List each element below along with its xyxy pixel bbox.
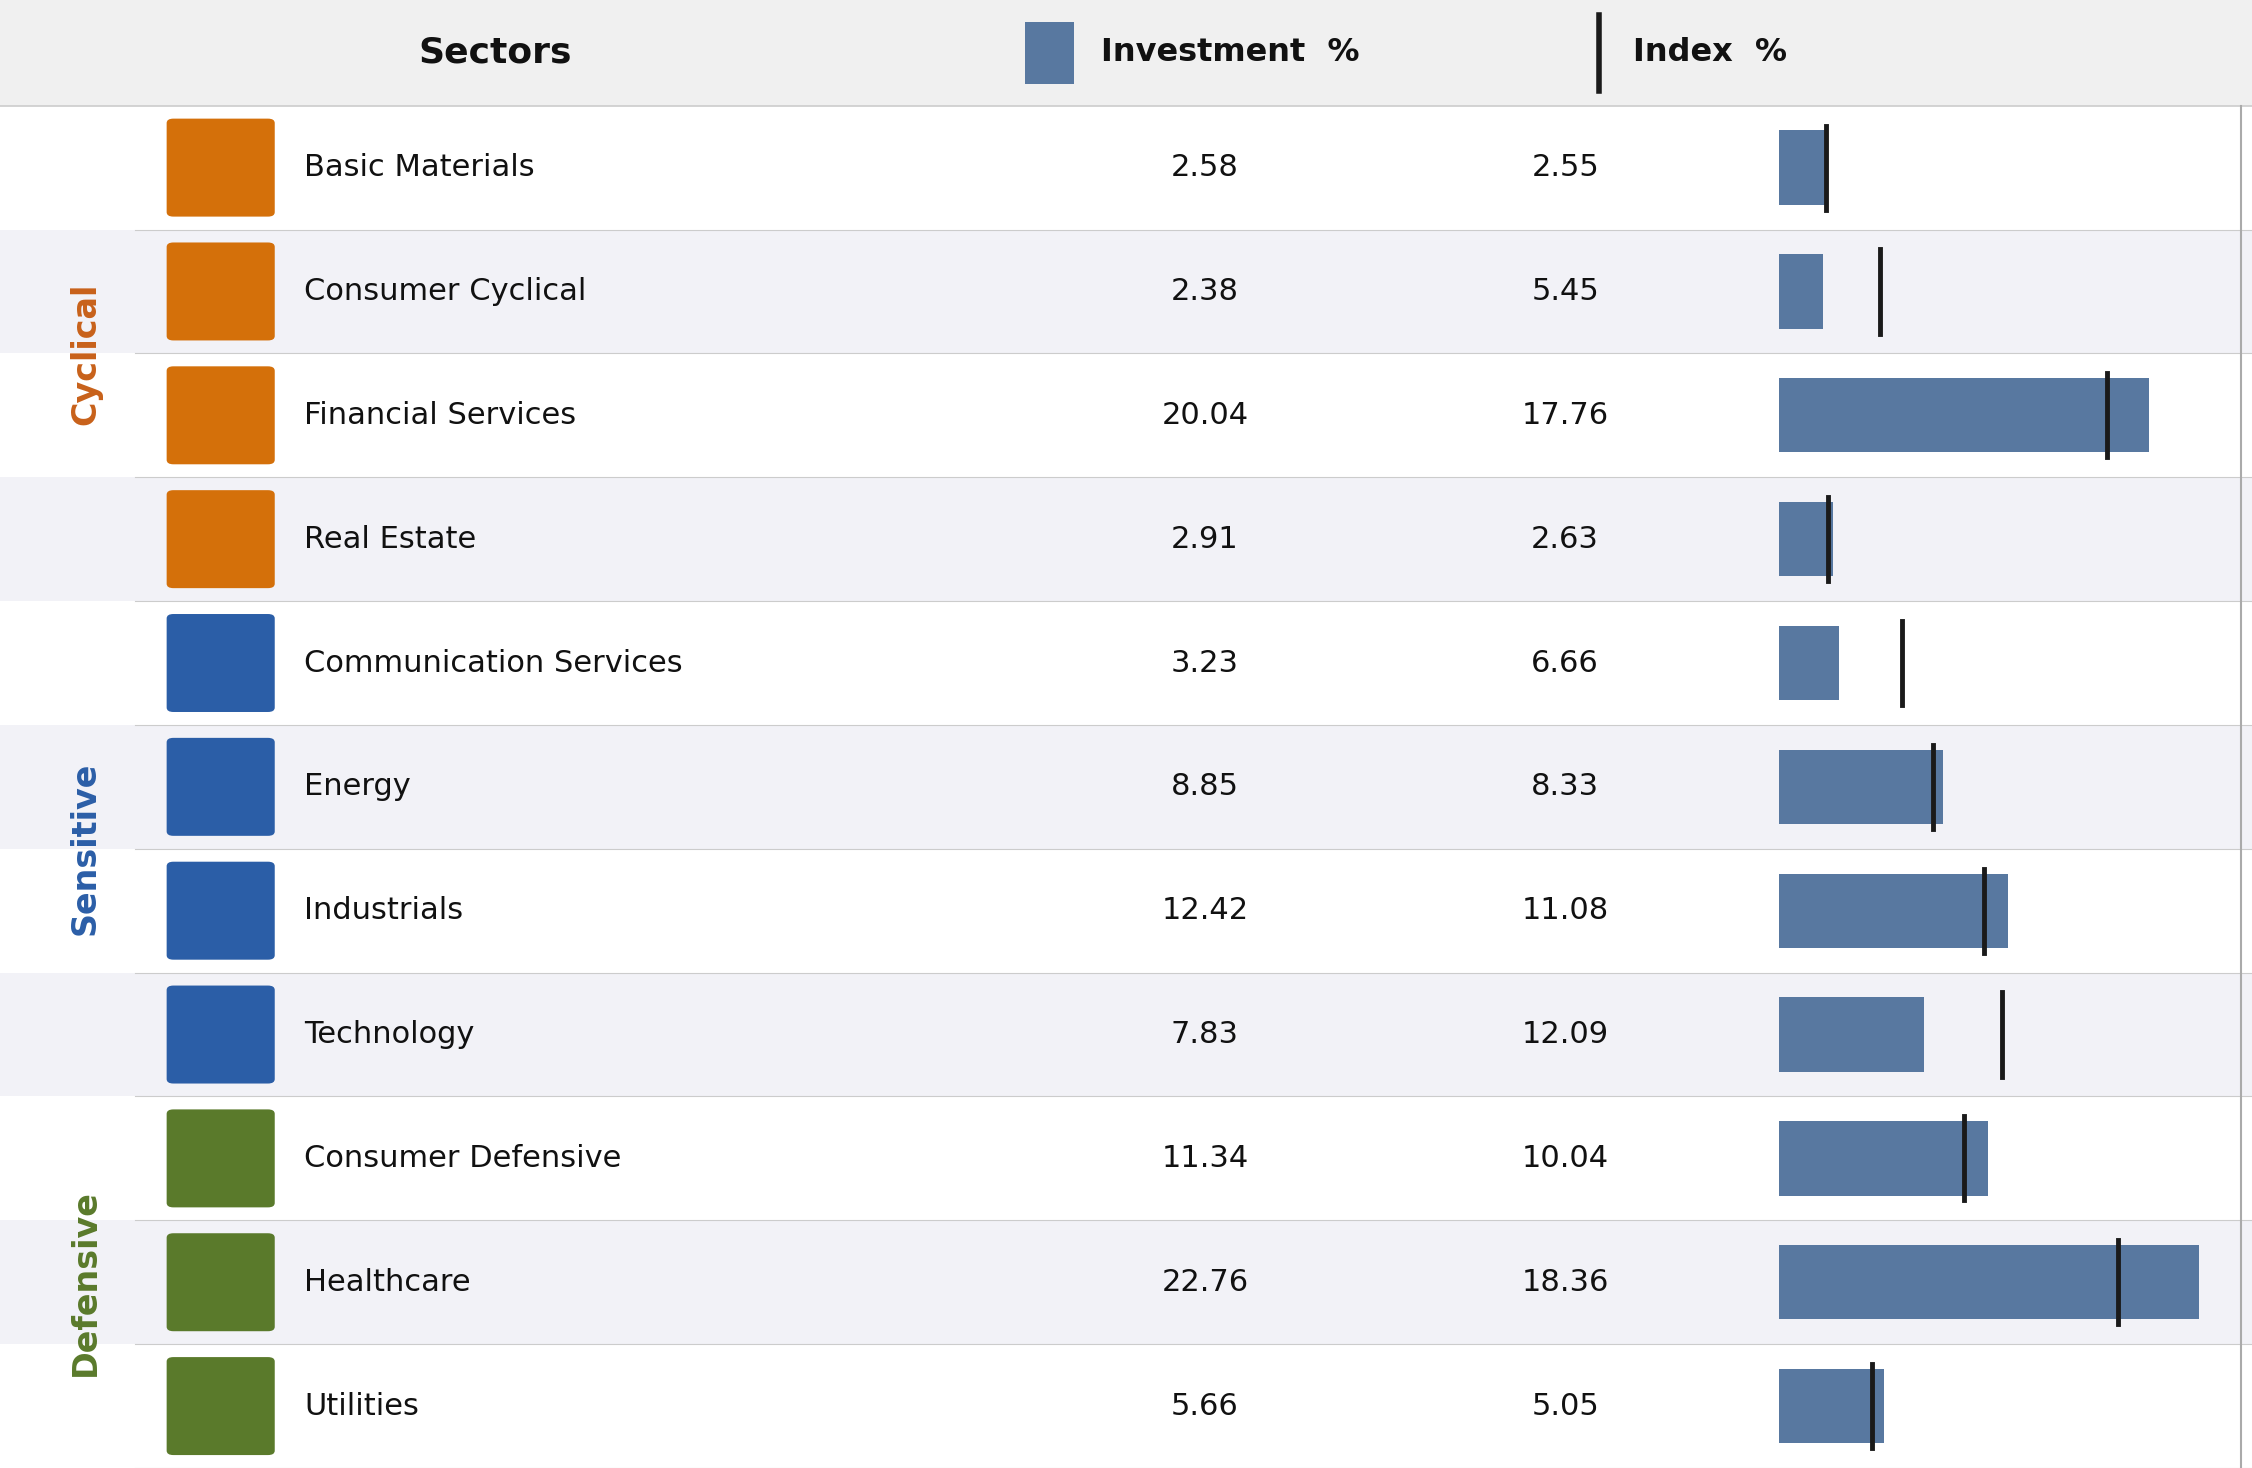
Text: 22.76: 22.76 [1162, 1268, 1248, 1296]
Text: 2.55: 2.55 [1531, 153, 1599, 182]
Text: 8.85: 8.85 [1171, 772, 1239, 802]
FancyBboxPatch shape [167, 1233, 275, 1331]
Text: Technology: Technology [304, 1020, 475, 1050]
Text: Real Estate: Real Estate [304, 524, 475, 553]
Bar [1779, 1122, 1989, 1195]
Text: Consumer Cyclical: Consumer Cyclical [304, 277, 586, 305]
Text: 6.66: 6.66 [1531, 649, 1599, 678]
Bar [0, 973, 2252, 1097]
FancyBboxPatch shape [167, 119, 275, 217]
Bar [0, 1220, 2252, 1345]
Bar [0, 849, 2252, 973]
Text: Sectors: Sectors [419, 35, 572, 70]
Bar [0, 106, 2252, 229]
Text: 5.05: 5.05 [1531, 1392, 1599, 1421]
Text: Investment  %: Investment % [1101, 37, 1360, 69]
Bar [0, 354, 2252, 477]
FancyBboxPatch shape [167, 862, 275, 960]
Text: 18.36: 18.36 [1522, 1268, 1608, 1296]
Text: Index  %: Index % [1633, 37, 1786, 69]
Text: 11.08: 11.08 [1522, 895, 1608, 925]
Bar [0, 1345, 2252, 1468]
Text: 2.58: 2.58 [1171, 153, 1239, 182]
Text: 12.09: 12.09 [1522, 1020, 1608, 1050]
Bar [0, 1097, 2252, 1220]
Bar [1779, 750, 1943, 824]
Bar [0, 0, 2252, 106]
Bar [1779, 997, 1923, 1072]
Bar [1779, 1370, 1883, 1443]
Bar [1779, 1245, 2200, 1320]
Text: 3.23: 3.23 [1171, 649, 1239, 678]
Bar [0, 725, 2252, 849]
Bar [1779, 873, 2009, 948]
Bar [0, 229, 2252, 354]
FancyBboxPatch shape [167, 614, 275, 712]
FancyBboxPatch shape [167, 985, 275, 1083]
Text: 2.63: 2.63 [1531, 524, 1599, 553]
Bar [1779, 254, 1824, 329]
Bar [1779, 502, 1833, 577]
Text: 5.66: 5.66 [1171, 1392, 1239, 1421]
Text: 20.04: 20.04 [1162, 401, 1248, 430]
FancyBboxPatch shape [167, 367, 275, 464]
Text: 8.33: 8.33 [1531, 772, 1599, 802]
Text: Industrials: Industrials [304, 895, 464, 925]
FancyBboxPatch shape [167, 1356, 275, 1455]
FancyBboxPatch shape [167, 738, 275, 835]
Text: 11.34: 11.34 [1162, 1144, 1248, 1173]
Text: 5.45: 5.45 [1531, 277, 1599, 305]
Text: Utilities: Utilities [304, 1392, 419, 1421]
FancyBboxPatch shape [167, 490, 275, 589]
Bar [1779, 379, 2148, 452]
Bar [1779, 625, 1838, 700]
Text: 12.42: 12.42 [1162, 895, 1248, 925]
Text: Sensitive: Sensitive [70, 762, 101, 935]
Text: Consumer Defensive: Consumer Defensive [304, 1144, 622, 1173]
Text: Defensive: Defensive [70, 1189, 101, 1376]
Bar [1025, 22, 1074, 84]
Text: 2.38: 2.38 [1171, 277, 1239, 305]
Text: 17.76: 17.76 [1522, 401, 1608, 430]
FancyBboxPatch shape [167, 242, 275, 341]
Text: Communication Services: Communication Services [304, 649, 682, 678]
Text: Cyclical: Cyclical [70, 282, 101, 424]
Text: 7.83: 7.83 [1171, 1020, 1239, 1050]
FancyBboxPatch shape [167, 1110, 275, 1207]
Bar [1779, 131, 1826, 204]
Bar [0, 477, 2252, 600]
Text: Healthcare: Healthcare [304, 1268, 471, 1296]
Text: Financial Services: Financial Services [304, 401, 577, 430]
Text: 2.91: 2.91 [1171, 524, 1239, 553]
Text: Energy: Energy [304, 772, 410, 802]
Text: Basic Materials: Basic Materials [304, 153, 534, 182]
Text: 10.04: 10.04 [1522, 1144, 1608, 1173]
Bar [0, 600, 2252, 725]
